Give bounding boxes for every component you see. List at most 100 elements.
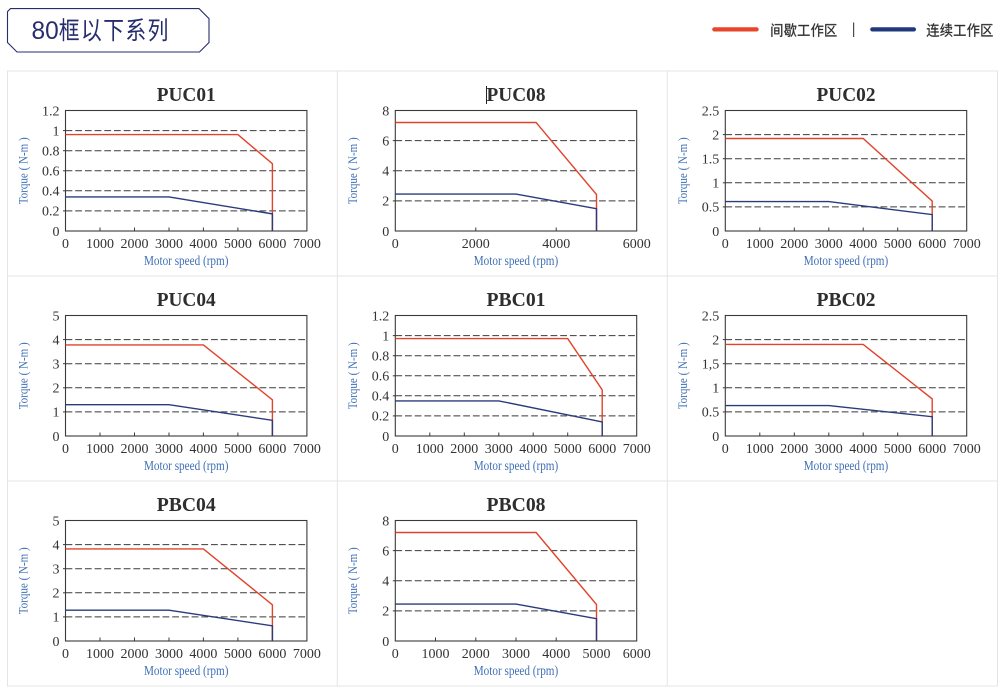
svg-text:Motor speed (rpm): Motor speed (rpm) <box>144 458 229 473</box>
svg-text:4000: 4000 <box>189 647 217 662</box>
svg-text:0: 0 <box>382 430 389 445</box>
svg-text:2000: 2000 <box>121 237 149 252</box>
svg-text:2000: 2000 <box>780 237 808 252</box>
svg-text:0: 0 <box>392 237 399 252</box>
svg-text:Torque ( N-m ): Torque ( N-m ) <box>346 342 360 409</box>
svg-text:5000: 5000 <box>224 647 252 662</box>
svg-text:6000: 6000 <box>623 647 651 662</box>
svg-text:1: 1 <box>382 329 389 344</box>
svg-text:0: 0 <box>62 442 69 457</box>
svg-text:2: 2 <box>53 382 60 397</box>
svg-text:3: 3 <box>53 358 60 373</box>
svg-text:2000: 2000 <box>780 442 808 457</box>
svg-text:PUC01: PUC01 <box>157 84 216 106</box>
svg-text:5000: 5000 <box>884 237 912 252</box>
svg-text:0: 0 <box>722 237 729 252</box>
svg-text:4: 4 <box>53 538 60 553</box>
svg-text:1.2: 1.2 <box>42 104 60 119</box>
svg-text:2.5: 2.5 <box>702 104 720 119</box>
svg-text:Motor speed (rpm): Motor speed (rpm) <box>474 663 559 678</box>
svg-text:0: 0 <box>392 647 399 662</box>
svg-text:1.5: 1.5 <box>702 153 720 168</box>
svg-text:4000: 4000 <box>849 442 877 457</box>
svg-text:7000: 7000 <box>293 647 321 662</box>
svg-text:7000: 7000 <box>953 237 981 252</box>
svg-text:1.2: 1.2 <box>372 309 390 324</box>
svg-text:8: 8 <box>382 514 389 529</box>
svg-text:5: 5 <box>53 309 60 324</box>
svg-text:0: 0 <box>62 237 69 252</box>
svg-text:0: 0 <box>712 225 719 240</box>
svg-text:Torque ( N-m ): Torque ( N-m ) <box>676 137 690 204</box>
svg-text:0: 0 <box>53 225 60 240</box>
svg-text:0.8: 0.8 <box>372 350 390 365</box>
svg-text:2: 2 <box>382 605 389 620</box>
svg-text:1,5: 1,5 <box>702 358 720 373</box>
svg-text:3000: 3000 <box>155 237 183 252</box>
svg-text:2.5: 2.5 <box>702 309 720 324</box>
svg-text:Torque ( N-m ): Torque ( N-m ) <box>16 137 30 204</box>
svg-text:6000: 6000 <box>918 237 946 252</box>
svg-text:3000: 3000 <box>155 442 183 457</box>
svg-text:PBC01: PBC01 <box>487 289 546 311</box>
svg-text:4000: 4000 <box>189 442 217 457</box>
svg-text:Motor speed (rpm): Motor speed (rpm) <box>474 253 559 268</box>
svg-text:Torque ( N-m ): Torque ( N-m ) <box>16 547 30 614</box>
svg-text:0.6: 0.6 <box>372 370 390 385</box>
svg-text:2000: 2000 <box>462 647 490 662</box>
svg-text:6000: 6000 <box>588 442 616 457</box>
svg-text:0: 0 <box>382 635 389 650</box>
svg-text:1000: 1000 <box>86 442 114 457</box>
svg-text:3000: 3000 <box>485 442 513 457</box>
svg-text:4000: 4000 <box>519 442 547 457</box>
svg-text:2000: 2000 <box>450 442 478 457</box>
svg-text:0: 0 <box>722 442 729 457</box>
svg-text:Motor speed (rpm): Motor speed (rpm) <box>804 253 889 268</box>
svg-text:6000: 6000 <box>258 442 286 457</box>
svg-text:7000: 7000 <box>293 442 321 457</box>
svg-text:0.6: 0.6 <box>42 165 60 180</box>
svg-text:4000: 4000 <box>849 237 877 252</box>
svg-text:Motor speed (rpm): Motor speed (rpm) <box>804 458 889 473</box>
svg-text:Motor speed (rpm): Motor speed (rpm) <box>474 458 559 473</box>
svg-text:0.4: 0.4 <box>372 390 390 405</box>
svg-text:4000: 4000 <box>189 237 217 252</box>
svg-text:7000: 7000 <box>623 442 651 457</box>
svg-text:7000: 7000 <box>953 442 981 457</box>
svg-text:1000: 1000 <box>746 442 774 457</box>
svg-text:5000: 5000 <box>554 442 582 457</box>
svg-text:1: 1 <box>53 406 60 421</box>
svg-text:2000: 2000 <box>121 647 149 662</box>
svg-text:3000: 3000 <box>155 647 183 662</box>
svg-text:Torque ( N-m ): Torque ( N-m ) <box>676 342 690 409</box>
svg-text:PUC02: PUC02 <box>817 84 876 106</box>
svg-text:7000: 7000 <box>293 237 321 252</box>
svg-text:4: 4 <box>382 575 389 590</box>
svg-text:1000: 1000 <box>746 237 774 252</box>
svg-text:Torque ( N-m ): Torque ( N-m ) <box>346 137 360 204</box>
svg-text:2: 2 <box>382 195 389 210</box>
svg-text:1: 1 <box>712 177 719 192</box>
svg-text:5: 5 <box>53 514 60 529</box>
svg-text:0.5: 0.5 <box>702 201 720 216</box>
svg-text:6000: 6000 <box>918 442 946 457</box>
svg-text:PBC04: PBC04 <box>157 494 216 516</box>
svg-text:3000: 3000 <box>502 647 530 662</box>
svg-text:4: 4 <box>53 333 60 348</box>
svg-text:PUC08: PUC08 <box>487 84 546 106</box>
svg-text:0: 0 <box>62 647 69 662</box>
svg-text:1: 1 <box>53 611 60 626</box>
svg-text:0.8: 0.8 <box>42 145 60 160</box>
svg-text:5000: 5000 <box>224 237 252 252</box>
svg-text:1000: 1000 <box>86 237 114 252</box>
svg-text:1: 1 <box>53 124 60 139</box>
svg-text:3: 3 <box>53 563 60 578</box>
svg-text:1000: 1000 <box>86 647 114 662</box>
svg-text:6000: 6000 <box>623 237 651 252</box>
svg-text:0: 0 <box>53 635 60 650</box>
svg-text:0.2: 0.2 <box>42 205 60 220</box>
svg-text:2000: 2000 <box>462 237 490 252</box>
svg-text:0: 0 <box>712 430 719 445</box>
svg-text:6: 6 <box>382 134 389 149</box>
svg-text:5000: 5000 <box>884 442 912 457</box>
